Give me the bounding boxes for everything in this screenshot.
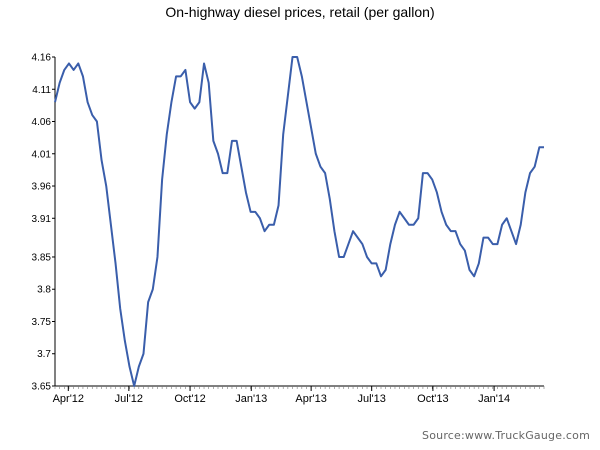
chart-title: On-highway diesel prices, retail (per ga… [165, 4, 435, 20]
x-tick-label: Jan'14 [478, 393, 510, 405]
y-tick-label: 3.8 [37, 285, 51, 296]
y-axis: 4.16 4.11 4.06 4.01 3.96 3.91 3.85 3.8 3.75 3.7 3.… [32, 53, 56, 393]
series-line-diesel-price [54, 56, 544, 387]
x-tick-label: Oct'13 [417, 393, 448, 405]
y-tick-label: 4.06 [32, 117, 52, 128]
y-tick-label: 3.96 [32, 182, 52, 193]
y-tick-label: 3.75 [32, 317, 52, 328]
y-tick-label: 4.01 [32, 149, 52, 160]
y-tick-label: 4.11 [32, 85, 51, 96]
x-tick-label: Jul'13 [357, 393, 385, 405]
x-axis: Apr'12 Jul'12 Oct'12 Jan'13 Apr'13 Jul'13 Oct'… [53, 385, 545, 405]
y-tick-label: 3.65 [32, 382, 52, 393]
x-tick-label: Apr'12 [53, 393, 84, 405]
source-note: Source:www.TruckGauge.com [422, 429, 590, 442]
y-tick-label: 3.85 [32, 252, 52, 263]
x-tick-label: Apr'13 [295, 393, 326, 405]
x-tick-label: Jan'13 [235, 393, 267, 405]
y-tick-label: 3.91 [32, 214, 52, 225]
y-tick-label: 3.7 [37, 349, 51, 360]
x-tick-label: Oct'12 [174, 393, 205, 405]
x-tick-label: Jul'12 [115, 393, 143, 405]
y-tick-label: 4.16 [32, 53, 52, 64]
